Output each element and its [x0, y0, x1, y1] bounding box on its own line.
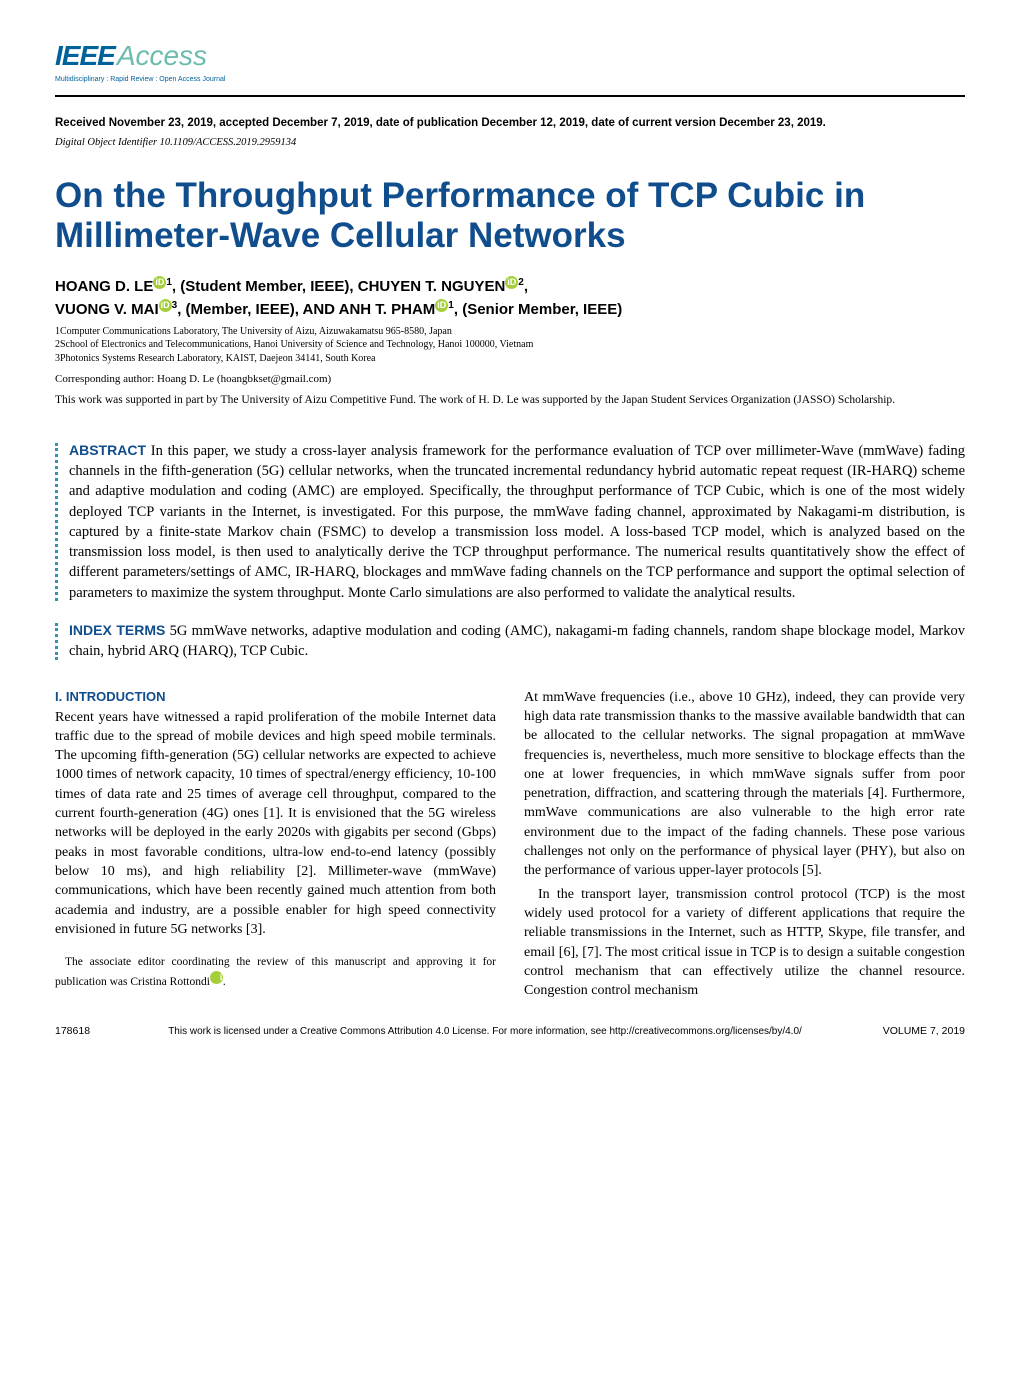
affiliation-2: 2School of Electronics and Telecommunica… [55, 338, 965, 352]
body-columns: I. INTRODUCTION Recent years have witnes… [55, 688, 965, 1001]
logo-access-text: Access [117, 40, 207, 72]
journal-logo: IEEE Access [55, 40, 965, 72]
page-number: 178618 [55, 1025, 115, 1037]
volume-info: VOLUME 7, 2019 [855, 1025, 965, 1037]
col2-para1: At mmWave frequencies (i.e., above 10 GH… [524, 688, 965, 881]
top-rule [55, 95, 965, 97]
received-dates: Received November 23, 2019, accepted Dec… [55, 115, 965, 131]
funding-note: This work was supported in part by The U… [55, 393, 965, 409]
abstract-text: In this paper, we study a cross-layer an… [69, 443, 965, 601]
index-terms-body: INDEX TERMS 5G mmWave networks, adaptive… [69, 621, 965, 662]
logo-subtitle: Multidisciplinary : Rapid Review : Open … [55, 76, 965, 83]
license-text: This work is licensed under a Creative C… [115, 1026, 855, 1037]
page-footer: 178618 This work is licensed under a Cre… [55, 1025, 965, 1037]
author-3-name: VUONG V. MAI [55, 301, 159, 318]
author-1-name: HOANG D. LE [55, 278, 153, 295]
article-title: On the Throughput Performance of TCP Cub… [55, 176, 965, 257]
page-root: IEEE Access Multidisciplinary : Rapid Re… [0, 0, 1020, 1067]
corresponding-author: Corresponding author: Hoang D. Le (hoang… [55, 373, 965, 385]
orcid-icon: iD [153, 276, 166, 289]
abstract-body: ABSTRACT In this paper, we study a cross… [69, 441, 965, 603]
author-1-role: , (Student Member, IEEE), CHUYEN T. NGUY… [172, 278, 505, 295]
orcid-icon: iD [435, 299, 448, 312]
col1-para1: Recent years have witnessed a rapid prol… [55, 708, 496, 940]
index-label: INDEX TERMS [69, 622, 165, 638]
assoc-editor-text: The associate editor coordinating the re… [55, 956, 496, 987]
index-terms-block: INDEX TERMS 5G mmWave networks, adaptive… [55, 621, 965, 662]
author-list: HOANG D. LEiD1, (Student Member, IEEE), … [55, 275, 965, 322]
column-right: At mmWave frequencies (i.e., above 10 GH… [524, 688, 965, 1001]
col2-para2: In the transport layer, transmission con… [524, 885, 965, 1001]
orcid-icon: iD [210, 971, 223, 984]
abstract-label: ABSTRACT [69, 442, 146, 458]
affiliation-3: 3Photonics Systems Research Laboratory, … [55, 352, 965, 366]
affiliations: 1Computer Communications Laboratory, The… [55, 325, 965, 366]
author-line2-end: , (Senior Member, IEEE) [454, 301, 622, 318]
orcid-icon: iD [505, 276, 518, 289]
author-3-role: , (Member, IEEE), AND ANH T. PHAM [177, 301, 435, 318]
associate-editor-note: The associate editor coordinating the re… [55, 955, 496, 990]
author-line1-end: , [524, 278, 528, 295]
abstract-block: ABSTRACT In this paper, we study a cross… [55, 441, 965, 603]
doi: Digital Object Identifier 10.1109/ACCESS… [55, 137, 965, 148]
affiliation-1: 1Computer Communications Laboratory, The… [55, 325, 965, 339]
logo-ieee-text: IEEE [55, 40, 115, 72]
section-1-head: I. INTRODUCTION [55, 688, 496, 706]
index-text: 5G mmWave networks, adaptive modulation … [69, 623, 965, 659]
column-left: I. INTRODUCTION Recent years have witnes… [55, 688, 496, 1001]
orcid-icon: iD [159, 299, 172, 312]
